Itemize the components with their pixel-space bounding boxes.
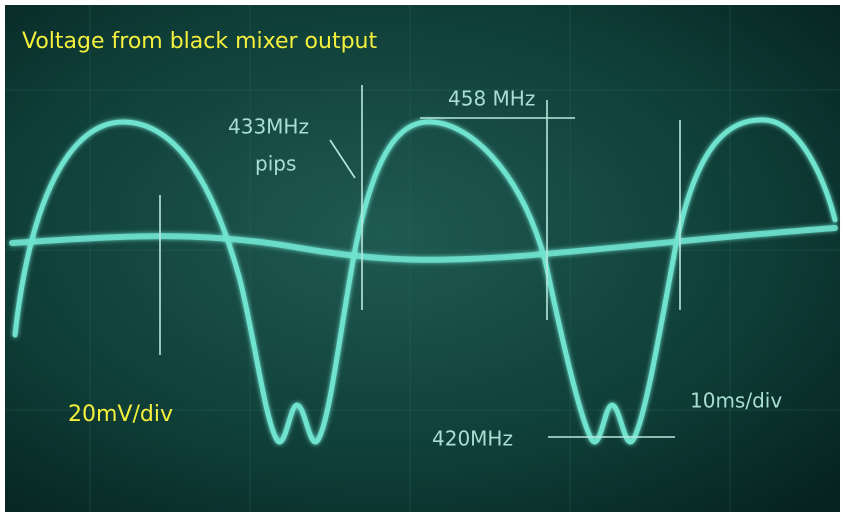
annotation: 10ms/div — [690, 389, 782, 413]
annotation: 433MHz — [228, 115, 309, 139]
scope-photo: Voltage from black mixer output 433MHz p… — [0, 0, 845, 517]
annotation: 420MHz — [432, 427, 513, 451]
title: Voltage from black mixer output — [22, 29, 377, 54]
page: Voltage from black mixer output 433MHz p… — [0, 0, 845, 517]
annotation: pips — [255, 152, 296, 176]
annotation: 20mV/div — [68, 402, 173, 427]
annotation: 458 MHz — [448, 87, 535, 111]
